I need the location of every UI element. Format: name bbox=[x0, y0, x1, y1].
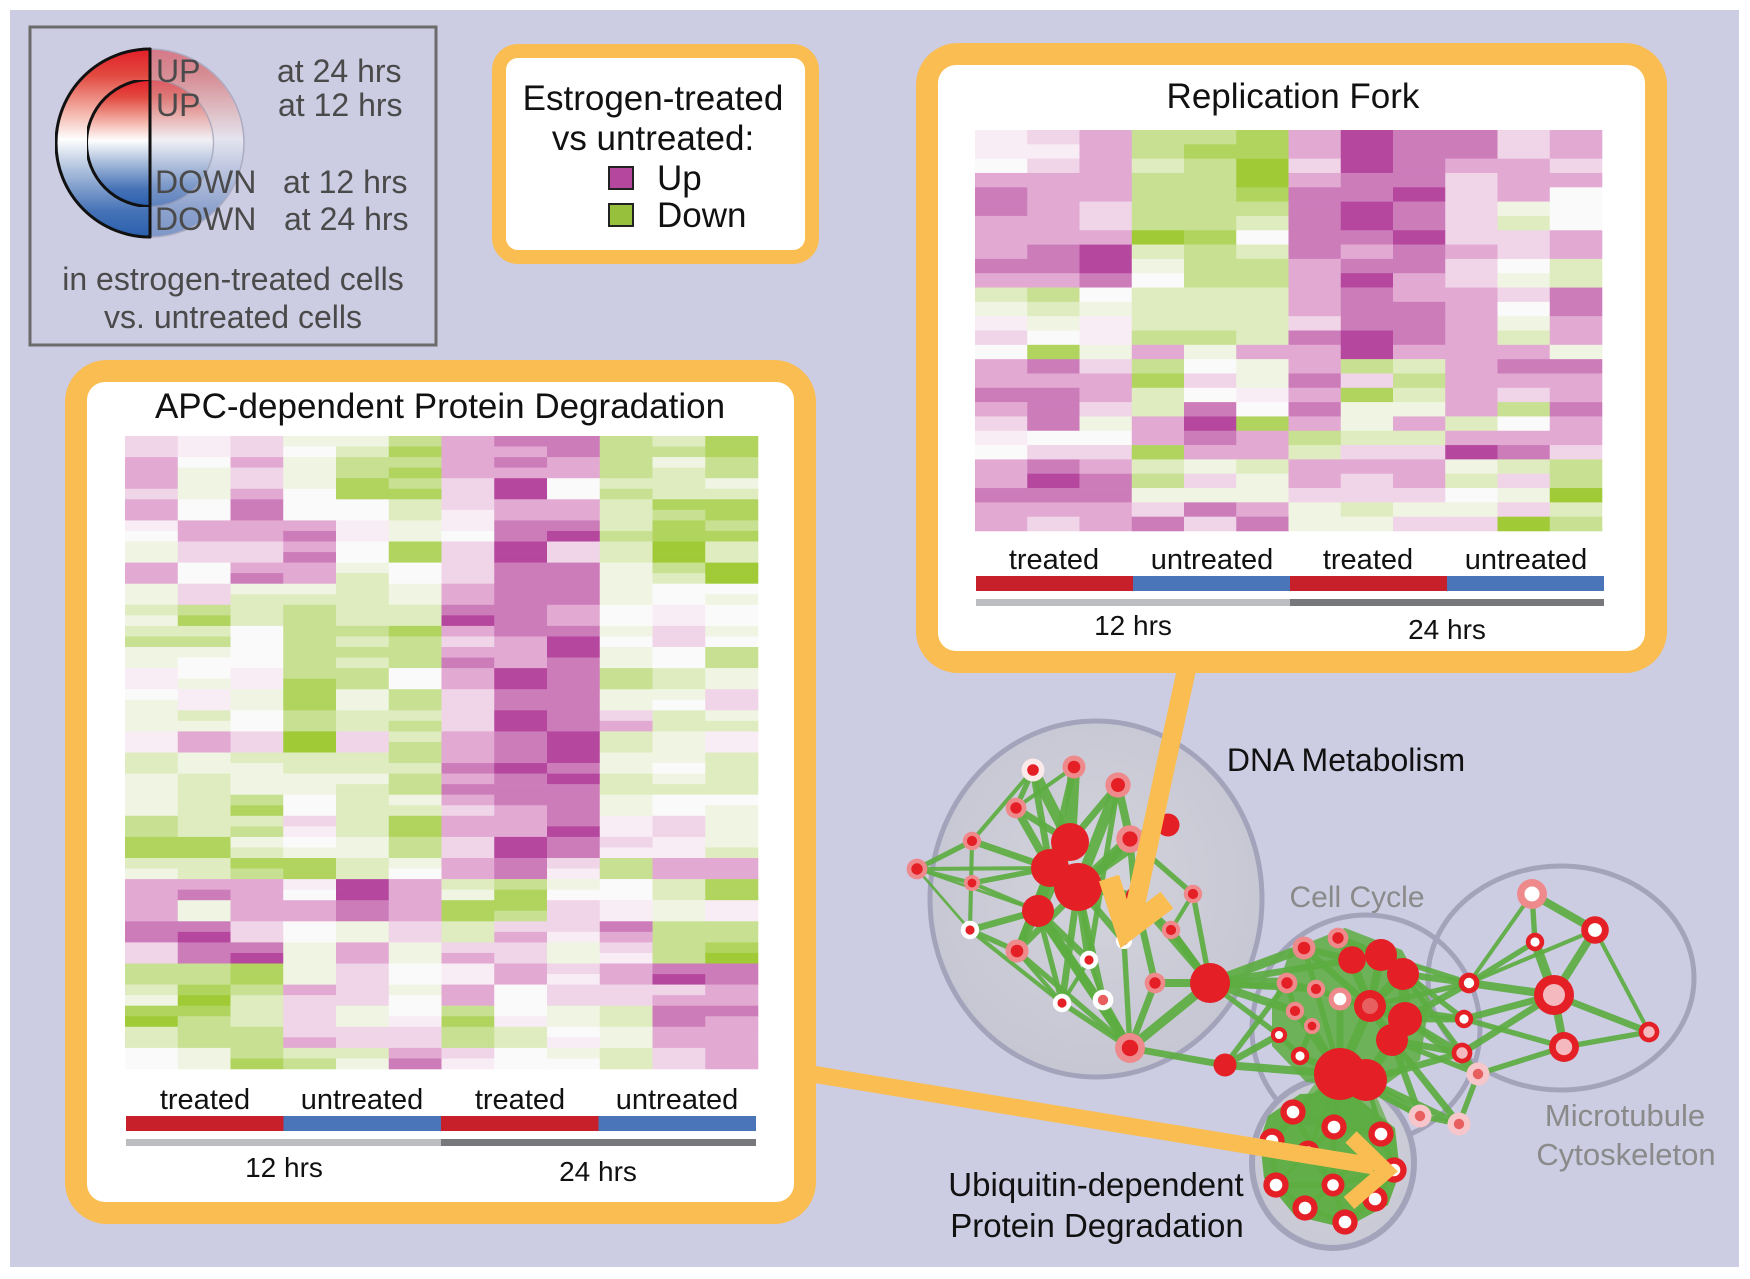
svg-text:untreated: untreated bbox=[1151, 544, 1274, 576]
svg-text:Ubiquitin-dependent: Ubiquitin-dependent bbox=[948, 1166, 1243, 1203]
svg-text:Protein Degradation: Protein Degradation bbox=[950, 1207, 1244, 1244]
svg-text:DOWN: DOWN bbox=[155, 164, 256, 200]
svg-text:DNA Metabolism: DNA Metabolism bbox=[1227, 742, 1465, 778]
svg-text:24 hrs: 24 hrs bbox=[1408, 614, 1486, 645]
svg-text:12 hrs: 12 hrs bbox=[245, 1152, 323, 1183]
svg-text:12 hrs: 12 hrs bbox=[1094, 610, 1172, 641]
svg-text:24 hrs: 24 hrs bbox=[559, 1156, 637, 1187]
svg-text:Up: Up bbox=[657, 159, 702, 198]
svg-text:at 12 hrs: at 12 hrs bbox=[278, 87, 403, 123]
svg-text:vs. untreated cells: vs. untreated cells bbox=[104, 299, 362, 335]
svg-text:Replication Fork: Replication Fork bbox=[1167, 77, 1420, 116]
svg-text:Down: Down bbox=[657, 196, 746, 235]
svg-text:DOWN: DOWN bbox=[155, 201, 256, 237]
svg-text:untreated: untreated bbox=[1465, 544, 1588, 576]
svg-text:treated: treated bbox=[475, 1084, 565, 1116]
svg-text:at 12 hrs: at 12 hrs bbox=[283, 164, 408, 200]
svg-text:untreated: untreated bbox=[301, 1084, 424, 1116]
svg-text:treated: treated bbox=[1323, 544, 1413, 576]
svg-text:at 24 hrs: at 24 hrs bbox=[277, 53, 402, 89]
svg-text:at 24 hrs: at 24 hrs bbox=[284, 201, 409, 237]
svg-text:APC-dependent Protein Degradat: APC-dependent Protein Degradation bbox=[155, 387, 725, 426]
svg-text:Microtubule: Microtubule bbox=[1545, 1098, 1705, 1133]
svg-text:vs untreated:: vs untreated: bbox=[552, 119, 754, 158]
svg-text:UP: UP bbox=[156, 53, 200, 89]
svg-text:Cytoskeleton: Cytoskeleton bbox=[1536, 1137, 1715, 1172]
svg-text:untreated: untreated bbox=[616, 1084, 739, 1116]
svg-text:treated: treated bbox=[160, 1084, 250, 1116]
svg-text:treated: treated bbox=[1009, 544, 1099, 576]
svg-text:in estrogen-treated cells: in estrogen-treated cells bbox=[62, 261, 404, 297]
svg-text:Cell Cycle: Cell Cycle bbox=[1289, 881, 1424, 914]
svg-text:UP: UP bbox=[156, 87, 200, 123]
svg-text:Estrogen-treated: Estrogen-treated bbox=[523, 79, 784, 118]
